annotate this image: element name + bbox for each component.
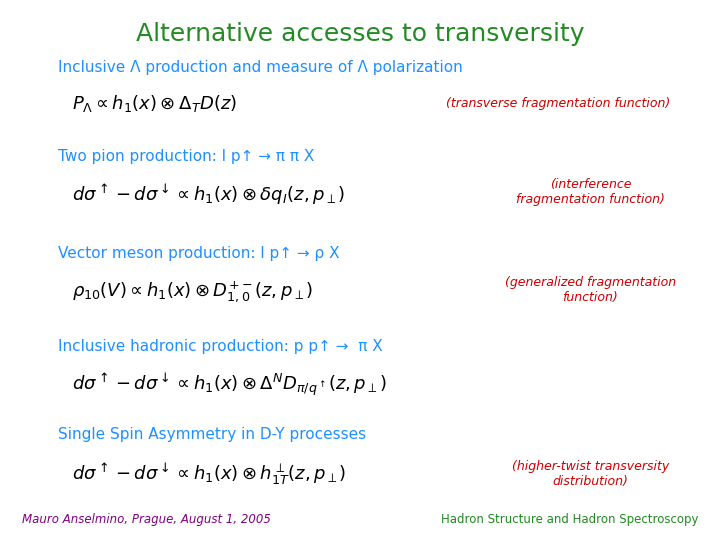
Text: (higher-twist transversity
distribution): (higher-twist transversity distribution): [512, 460, 669, 488]
Text: $\rho_{10}(V) \propto h_1(x) \otimes D_{1,0}^{+-}(z, p_{\perp})$: $\rho_{10}(V) \propto h_1(x) \otimes D_{…: [72, 279, 313, 304]
Text: (generalized fragmentation
function): (generalized fragmentation function): [505, 276, 676, 304]
Text: $P_{\Lambda} \propto h_1(x) \otimes \Delta_T D(z)$: $P_{\Lambda} \propto h_1(x) \otimes \Del…: [72, 93, 237, 114]
Text: Hadron Structure and Hadron Spectroscopy: Hadron Structure and Hadron Spectroscopy: [441, 514, 698, 526]
Text: $d\sigma^{\uparrow} - d\sigma^{\downarrow} \propto h_1(x) \otimes \delta q_I(z, : $d\sigma^{\uparrow} - d\sigma^{\downarro…: [72, 182, 346, 207]
Text: (interference
fragmentation function): (interference fragmentation function): [516, 178, 665, 206]
Text: $d\sigma^{\uparrow} - d\sigma^{\downarrow} \propto h_1(x) \otimes \Delta^N D_{\p: $d\sigma^{\uparrow} - d\sigma^{\downarro…: [72, 371, 387, 398]
Text: $d\sigma^{\uparrow} - d\sigma^{\downarrow} \propto h_1(x) \otimes h_{1T}^{\perp}: $d\sigma^{\uparrow} - d\sigma^{\downarro…: [72, 461, 346, 487]
Text: Two pion production: l p↑ → π π X: Two pion production: l p↑ → π π X: [58, 149, 314, 164]
Text: Alternative accesses to transversity: Alternative accesses to transversity: [136, 22, 584, 45]
Text: Inclusive Λ production and measure of Λ polarization: Inclusive Λ production and measure of Λ …: [58, 60, 462, 75]
Text: Mauro Anselmino, Prague, August 1, 2005: Mauro Anselmino, Prague, August 1, 2005: [22, 514, 271, 526]
Text: (transverse fragmentation function): (transverse fragmentation function): [446, 97, 670, 110]
Text: Inclusive hadronic production: p p↑ →  π X: Inclusive hadronic production: p p↑ → π …: [58, 339, 382, 354]
Text: Single Spin Asymmetry in D-Y processes: Single Spin Asymmetry in D-Y processes: [58, 427, 366, 442]
Text: Vector meson production: l p↑ → ρ X: Vector meson production: l p↑ → ρ X: [58, 246, 339, 261]
